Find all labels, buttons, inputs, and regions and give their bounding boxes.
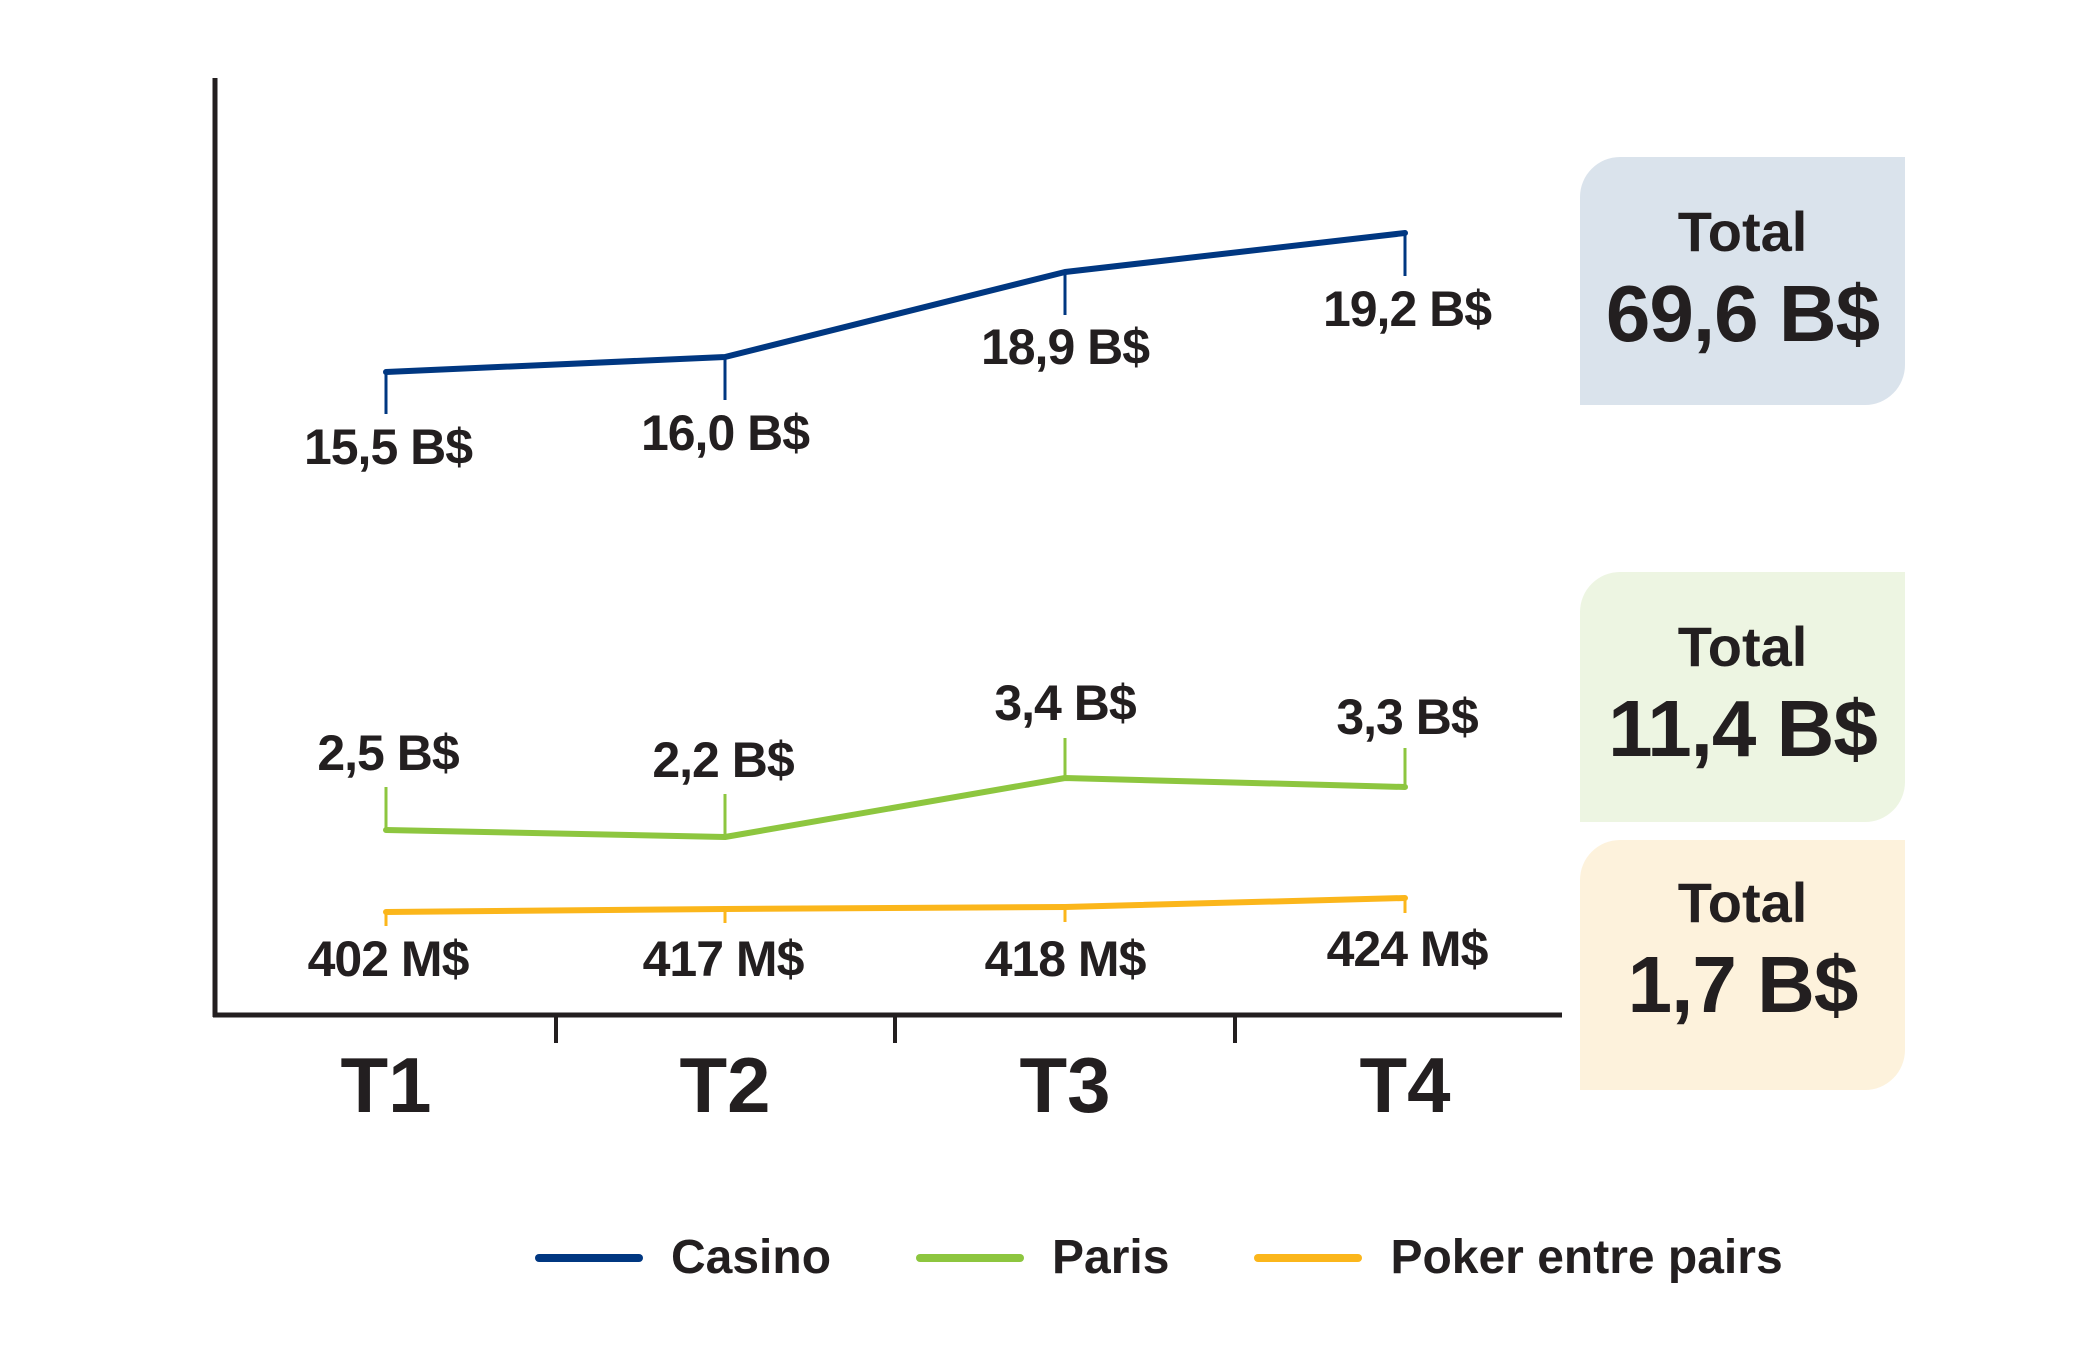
data-label-casino-t3: 18,9 B$ bbox=[980, 319, 1150, 375]
data-label-paris-t2: 2,2 B$ bbox=[652, 732, 794, 788]
data-label-casino-t2: 16,0 B$ bbox=[640, 405, 810, 461]
legend-item-paris: Paris bbox=[916, 1230, 1169, 1285]
legend-item-poker: Poker entre pairs bbox=[1254, 1230, 1783, 1285]
series-paris bbox=[383, 738, 1408, 840]
legend-label: Poker entre pairs bbox=[1390, 1231, 1783, 1284]
x-tick-label-t2: T2 bbox=[679, 1041, 771, 1129]
legend-label: Paris bbox=[1052, 1231, 1170, 1284]
data-label-poker-t2: 417 M$ bbox=[642, 931, 805, 987]
legend: Casino Paris Poker entre pairs bbox=[535, 1230, 1868, 1285]
data-label-paris-t3: 3,4 B$ bbox=[994, 675, 1136, 731]
total-value: 1,7 B$ bbox=[1627, 940, 1859, 1029]
series-poker bbox=[383, 895, 1408, 926]
legend-label: Casino bbox=[671, 1231, 832, 1284]
total-box-paris: Total 11,4 B$ bbox=[1580, 572, 1905, 822]
total-value: 69,6 B$ bbox=[1605, 269, 1880, 358]
x-tick-label-t3: T3 bbox=[1019, 1041, 1111, 1129]
data-label-casino-t1: 15,5 B$ bbox=[303, 419, 473, 475]
data-label-paris-t1: 2,5 B$ bbox=[317, 725, 459, 781]
total-value: 11,4 B$ bbox=[1608, 684, 1878, 773]
data-label-poker-t4: 424 M$ bbox=[1326, 921, 1489, 977]
total-label: Total bbox=[1677, 871, 1808, 934]
series-casino bbox=[383, 230, 1408, 414]
total-label: Total bbox=[1677, 615, 1808, 678]
total-box-casino: Total 69,6 B$ bbox=[1580, 157, 1905, 405]
data-label-casino-t4: 19,2 B$ bbox=[1322, 281, 1492, 337]
total-label: Total bbox=[1677, 200, 1808, 263]
legend-swatch bbox=[535, 1253, 643, 1262]
total-box-poker: Total 1,7 B$ bbox=[1580, 840, 1905, 1090]
legend-swatch bbox=[1254, 1253, 1363, 1262]
data-label-paris-t4: 3,3 B$ bbox=[1336, 689, 1478, 745]
legend-swatch bbox=[916, 1253, 1025, 1262]
legend-item-casino: Casino bbox=[535, 1230, 831, 1285]
x-tick-label-t1: T1 bbox=[340, 1041, 432, 1129]
data-label-poker-t1: 402 M$ bbox=[307, 931, 470, 987]
data-label-poker-t3: 418 M$ bbox=[984, 931, 1147, 987]
x-tick-label-t4: T4 bbox=[1359, 1041, 1451, 1129]
